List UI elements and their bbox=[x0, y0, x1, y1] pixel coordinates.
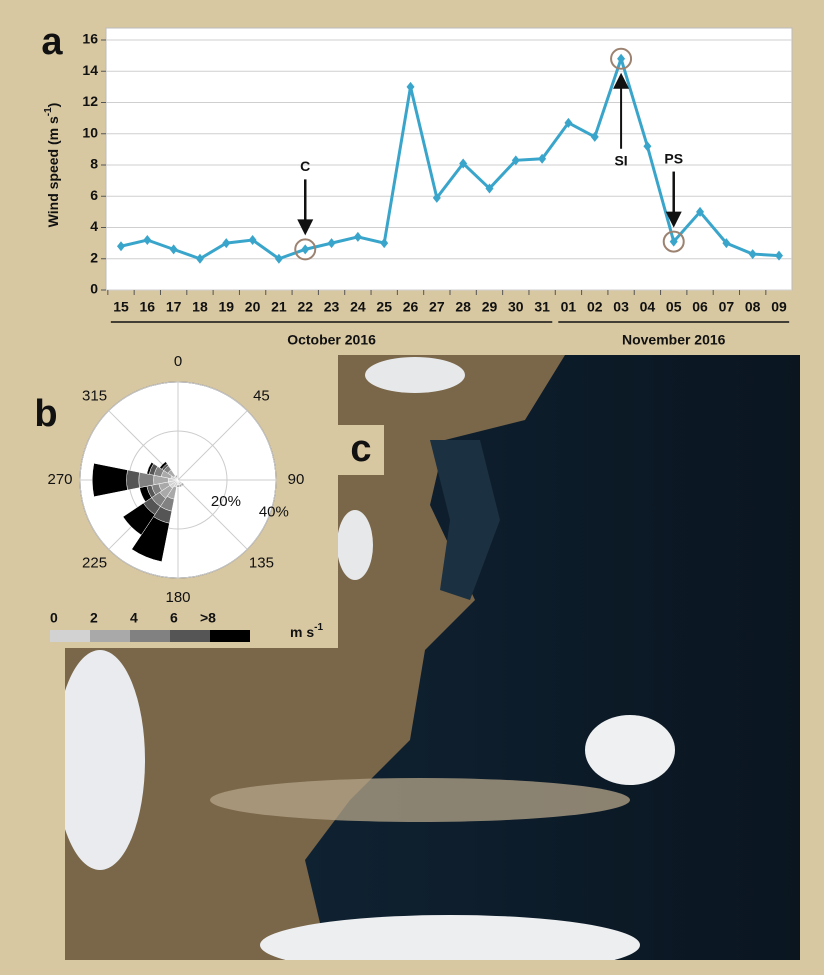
y-tick-label: 10 bbox=[82, 124, 98, 140]
y-tick-label: 0 bbox=[90, 281, 98, 297]
x-tick-label: 15 bbox=[113, 299, 129, 315]
legend-swatch bbox=[170, 630, 210, 642]
x-tick-label: 28 bbox=[455, 299, 471, 315]
y-tick-label: 14 bbox=[82, 62, 98, 78]
dust-plume bbox=[210, 778, 630, 822]
x-tick-label: 17 bbox=[166, 299, 182, 315]
x-tick-label: 27 bbox=[429, 299, 445, 315]
legend-unit-text: m s bbox=[290, 624, 314, 640]
cloud bbox=[585, 715, 675, 785]
x-tick-label: 25 bbox=[376, 299, 392, 315]
legend-swatch bbox=[50, 630, 90, 642]
x-tick-label: 23 bbox=[324, 299, 340, 315]
x-tick-label: 16 bbox=[140, 299, 156, 315]
y-tick-label: 6 bbox=[90, 187, 98, 203]
ring-label: 20% bbox=[211, 493, 241, 510]
y-tick-label: 12 bbox=[82, 93, 98, 109]
legend-unit: m s-1 bbox=[290, 622, 323, 640]
x-tick-label: 04 bbox=[640, 299, 656, 315]
legend-swatch bbox=[90, 630, 130, 642]
x-tick-label: 05 bbox=[666, 299, 682, 315]
annotation: PS bbox=[664, 150, 683, 166]
y-tick-label: 4 bbox=[90, 218, 98, 234]
legend-label: 2 bbox=[90, 610, 98, 626]
panel-label: b bbox=[34, 393, 57, 435]
y-axis-label-end: ) bbox=[45, 103, 61, 108]
legend-label: 4 bbox=[130, 610, 138, 626]
angle-label: 225 bbox=[82, 554, 107, 571]
x-tick-label: 19 bbox=[218, 299, 234, 315]
group-label: November 2016 bbox=[622, 332, 726, 348]
x-tick-label: 03 bbox=[613, 299, 629, 315]
angle-label: 135 bbox=[249, 554, 274, 571]
angle-label: 45 bbox=[253, 388, 270, 405]
cloud bbox=[365, 357, 465, 393]
ring-label: 40% bbox=[259, 503, 289, 520]
legend-label: >8 bbox=[200, 610, 216, 626]
annotation: SI bbox=[614, 152, 627, 168]
x-tick-label: 06 bbox=[692, 299, 708, 315]
panel-label: a bbox=[41, 21, 63, 63]
y-tick-label: 2 bbox=[90, 249, 98, 265]
x-tick-label: 20 bbox=[245, 299, 261, 315]
angle-label: 90 bbox=[288, 471, 305, 488]
annotation: C bbox=[300, 158, 310, 174]
angle-label: 0 bbox=[174, 353, 182, 370]
angle-label: 180 bbox=[165, 589, 190, 606]
legend-label: 6 bbox=[170, 610, 178, 626]
x-tick-label: 02 bbox=[587, 299, 603, 315]
x-tick-label: 31 bbox=[534, 299, 550, 315]
x-tick-label: 01 bbox=[561, 299, 577, 315]
y-tick-label: 16 bbox=[82, 31, 98, 47]
legend-unit-sup: -1 bbox=[314, 622, 323, 633]
legend-swatch bbox=[210, 630, 250, 642]
cloud bbox=[260, 915, 640, 975]
angle-label: 315 bbox=[82, 388, 107, 405]
x-tick-label: 18 bbox=[192, 299, 208, 315]
cloud bbox=[337, 510, 373, 580]
x-tick-label: 09 bbox=[771, 299, 787, 315]
x-tick-label: 21 bbox=[271, 299, 287, 315]
plot-area bbox=[106, 28, 792, 290]
x-tick-label: 08 bbox=[745, 299, 761, 315]
x-tick-label: 26 bbox=[403, 299, 419, 315]
figure: a b c Wind speed (m s-1) m s-1 024681012… bbox=[0, 0, 824, 975]
group-label: October 2016 bbox=[287, 332, 376, 348]
legend-label: 0 bbox=[50, 610, 58, 626]
y-axis-label: Wind speed (m s-1) bbox=[43, 103, 61, 228]
rose-segment bbox=[127, 470, 140, 490]
x-tick-label: 24 bbox=[350, 299, 366, 315]
panel-label: c bbox=[350, 428, 371, 470]
x-tick-label: 07 bbox=[719, 299, 735, 315]
y-axis-label-text: Wind speed (m s bbox=[45, 116, 61, 227]
cloud bbox=[55, 650, 145, 870]
legend-swatch bbox=[130, 630, 170, 642]
y-tick-label: 8 bbox=[90, 156, 98, 172]
angle-label: 270 bbox=[47, 471, 72, 488]
x-tick-label: 22 bbox=[297, 299, 313, 315]
x-tick-label: 30 bbox=[508, 299, 524, 315]
x-tick-label: 29 bbox=[482, 299, 498, 315]
